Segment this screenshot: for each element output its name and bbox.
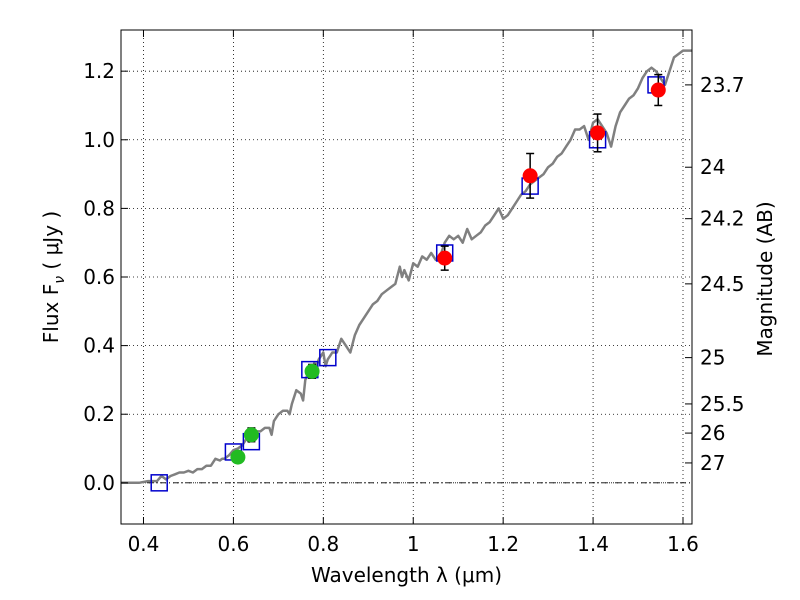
- model-spectrum-line: [121, 49, 692, 485]
- axis-ticks: [121, 30, 692, 524]
- y-tick-label: 1.2: [83, 59, 115, 83]
- y-tick-label: 0.8: [83, 196, 115, 220]
- y-tick-label: 0.4: [83, 334, 115, 358]
- y-axis-title: Flux Fν ( μJy ): [39, 211, 68, 343]
- right-axis-tick-label: 26: [700, 421, 725, 445]
- x-tick-label: 1.6: [667, 532, 699, 556]
- photometry-point: [522, 168, 538, 184]
- photometry-point: [590, 125, 606, 141]
- x-tick-label: 1.4: [577, 532, 609, 556]
- model-band-square: [319, 348, 337, 367]
- right-axis-tick-label: 25.5: [700, 392, 745, 416]
- x-tick-label: 1: [407, 532, 420, 556]
- y-tick-label: 1.0: [83, 128, 115, 152]
- photometry-point: [650, 82, 666, 98]
- y-tick-label: 0.0: [83, 471, 115, 495]
- y-tick-label: 0.6: [83, 265, 115, 289]
- right-axis-tick-label: 24.2: [700, 207, 745, 231]
- right-axis-tick-label: 24.5: [700, 272, 745, 296]
- photometry-point: [230, 449, 246, 465]
- x-tick-label: 0.8: [307, 532, 339, 556]
- photometry-point: [243, 427, 259, 443]
- data-marks: [121, 49, 692, 492]
- right-axis-tick-label: 24: [700, 155, 725, 179]
- right-axis-tick-label: 23.7: [700, 73, 745, 97]
- x-tick-label: 0.4: [128, 532, 160, 556]
- right-axis-tick-label: 25: [700, 346, 725, 370]
- x-tick-label: 0.6: [217, 532, 249, 556]
- right-axis-tick-label: 27: [700, 451, 725, 475]
- photometry-point: [304, 363, 320, 379]
- x-tick-label: 1.2: [487, 532, 519, 556]
- axis-tick-labels: 0.4 0.6 0.8 1 1.2 1.4 1.6 0.0 0.2 0.4 0.6 0.8 1.0 1.2…: [83, 59, 744, 556]
- y-tick-label: 0.2: [83, 402, 115, 426]
- x-axis-title: Wavelength λ (μm): [311, 563, 502, 587]
- photometry-point: [437, 250, 453, 266]
- model-band-square: [150, 474, 168, 492]
- right-axis-title: Magnitude (AB): [753, 201, 777, 356]
